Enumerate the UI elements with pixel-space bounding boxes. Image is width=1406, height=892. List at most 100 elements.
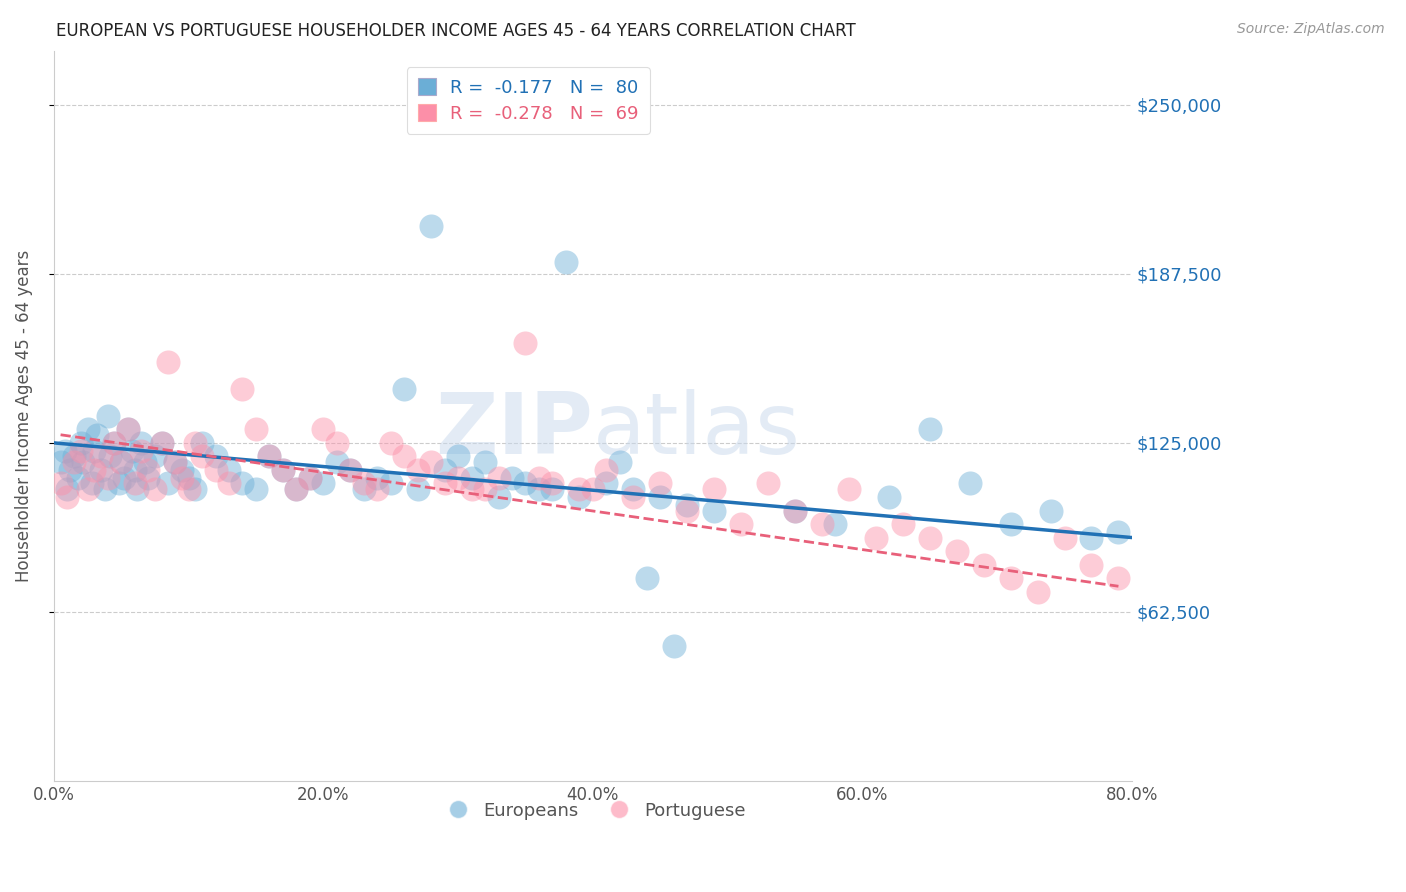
Point — [312, 422, 335, 436]
Point — [392, 382, 415, 396]
Point — [204, 463, 226, 477]
Point — [783, 503, 806, 517]
Point — [1107, 525, 1129, 540]
Point — [891, 516, 914, 531]
Point — [177, 471, 200, 485]
Point — [650, 476, 672, 491]
Point — [165, 455, 187, 469]
Point — [865, 531, 887, 545]
Point — [143, 482, 166, 496]
Point — [353, 482, 375, 496]
Point — [97, 471, 120, 485]
Point — [107, 476, 129, 491]
Point — [945, 544, 967, 558]
Point — [69, 444, 91, 458]
Point — [124, 463, 146, 477]
Point — [177, 482, 200, 496]
Point — [1080, 531, 1102, 545]
Point — [56, 482, 79, 496]
Point — [621, 482, 644, 496]
Point — [433, 476, 456, 491]
Point — [621, 490, 644, 504]
Point — [231, 382, 253, 396]
Point — [231, 476, 253, 491]
Point — [117, 422, 139, 436]
Point — [756, 476, 779, 491]
Point — [1040, 503, 1063, 517]
Point — [541, 476, 564, 491]
Point — [703, 503, 725, 517]
Point — [63, 455, 86, 469]
Point — [90, 450, 112, 464]
Point — [447, 450, 470, 464]
Point — [76, 482, 98, 496]
Point — [49, 476, 72, 491]
Point — [460, 482, 482, 496]
Point — [157, 476, 180, 491]
Point — [568, 482, 591, 496]
Point — [53, 444, 76, 458]
Point — [80, 476, 103, 491]
Point — [1080, 558, 1102, 572]
Point — [959, 476, 981, 491]
Point — [380, 436, 402, 450]
Point — [170, 471, 193, 485]
Point — [380, 476, 402, 491]
Point — [703, 482, 725, 496]
Point — [1000, 571, 1022, 585]
Point — [83, 463, 105, 477]
Point — [676, 503, 699, 517]
Point — [157, 355, 180, 369]
Point — [515, 476, 537, 491]
Text: ZIP: ZIP — [434, 389, 593, 472]
Point — [1053, 531, 1076, 545]
Point — [474, 455, 496, 469]
Point — [811, 516, 834, 531]
Point — [90, 463, 112, 477]
Point — [918, 531, 941, 545]
Point — [650, 490, 672, 504]
Point — [131, 436, 153, 450]
Point — [326, 455, 349, 469]
Point — [56, 490, 79, 504]
Point — [406, 463, 429, 477]
Point — [595, 463, 617, 477]
Point — [488, 490, 510, 504]
Point — [783, 503, 806, 517]
Point — [191, 436, 214, 450]
Point — [143, 450, 166, 464]
Point — [271, 463, 294, 477]
Point — [103, 436, 125, 450]
Point — [136, 463, 159, 477]
Point — [339, 463, 361, 477]
Point — [1107, 571, 1129, 585]
Point — [184, 436, 207, 450]
Point — [366, 482, 388, 496]
Point — [312, 476, 335, 491]
Point — [136, 471, 159, 485]
Point — [124, 476, 146, 491]
Point — [49, 455, 72, 469]
Point — [433, 463, 456, 477]
Point — [245, 482, 267, 496]
Point — [285, 482, 308, 496]
Point — [218, 476, 240, 491]
Point — [973, 558, 995, 572]
Point — [150, 436, 173, 450]
Point — [392, 450, 415, 464]
Text: Source: ZipAtlas.com: Source: ZipAtlas.com — [1237, 22, 1385, 37]
Point — [501, 471, 523, 485]
Point — [406, 482, 429, 496]
Point — [134, 455, 156, 469]
Point — [298, 471, 321, 485]
Point — [83, 444, 105, 458]
Point — [353, 476, 375, 491]
Text: atlas: atlas — [593, 389, 801, 472]
Point — [366, 471, 388, 485]
Text: EUROPEAN VS PORTUGUESE HOUSEHOLDER INCOME AGES 45 - 64 YEARS CORRELATION CHART: EUROPEAN VS PORTUGUESE HOUSEHOLDER INCOM… — [56, 22, 856, 40]
Point — [285, 482, 308, 496]
Point — [838, 482, 860, 496]
Point — [131, 444, 153, 458]
Point — [676, 498, 699, 512]
Point — [191, 450, 214, 464]
